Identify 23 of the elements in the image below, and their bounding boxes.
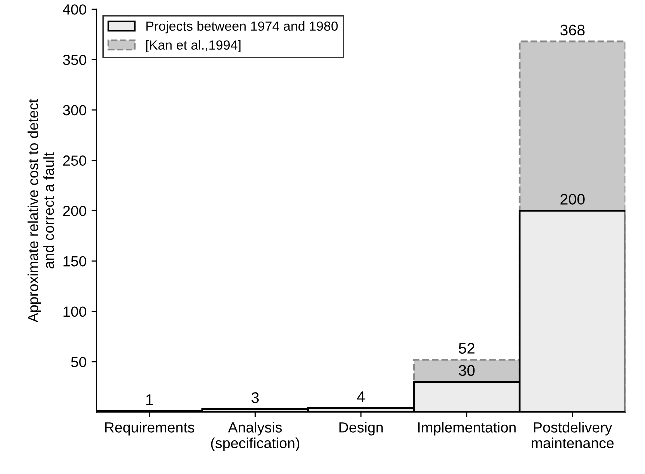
data-label: 4 <box>357 392 365 402</box>
y-tick-label: 250 <box>63 156 86 166</box>
y-tick-label: 50 <box>71 357 86 368</box>
legend-label: [Kan et al.,1994] <box>146 40 241 53</box>
x-tick-label: Postdelivery maintenance <box>532 422 614 449</box>
y-tick-label: 400 <box>63 4 86 15</box>
data-label: 52 <box>459 343 475 354</box>
y-tick-label: 300 <box>63 105 86 116</box>
x-tick-label: Implementation <box>418 422 516 436</box>
y-tick-label: 100 <box>64 306 86 318</box>
y-tick-label: 200 <box>63 206 86 216</box>
x-tick-label: Analysis (specification) <box>211 422 300 452</box>
y-tick-label: 350 <box>63 54 86 66</box>
x-tick-label: Requirements <box>105 422 195 436</box>
data-label: 30 <box>459 365 475 376</box>
y-tick-label: 150 <box>64 256 86 267</box>
data-label: 3 <box>252 392 259 404</box>
data-label: 1 <box>146 394 154 406</box>
x-tick-label: Design <box>340 422 383 436</box>
y-axis-title: Approximate relative cost to detect and correct a fault <box>28 99 54 323</box>
legend-label: Projects between 1974 and 1980 <box>146 21 338 34</box>
data-label: 200 <box>560 194 585 205</box>
data-label: 368 <box>560 24 585 36</box>
